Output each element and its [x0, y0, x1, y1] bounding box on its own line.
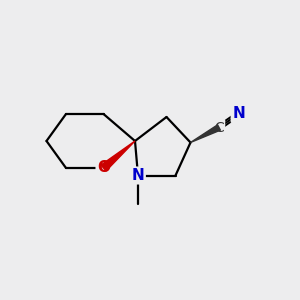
Text: N: N — [232, 106, 245, 122]
Text: C: C — [214, 121, 224, 134]
Text: N: N — [132, 168, 144, 183]
Polygon shape — [101, 141, 135, 171]
Text: O: O — [97, 160, 110, 175]
Polygon shape — [190, 125, 220, 142]
